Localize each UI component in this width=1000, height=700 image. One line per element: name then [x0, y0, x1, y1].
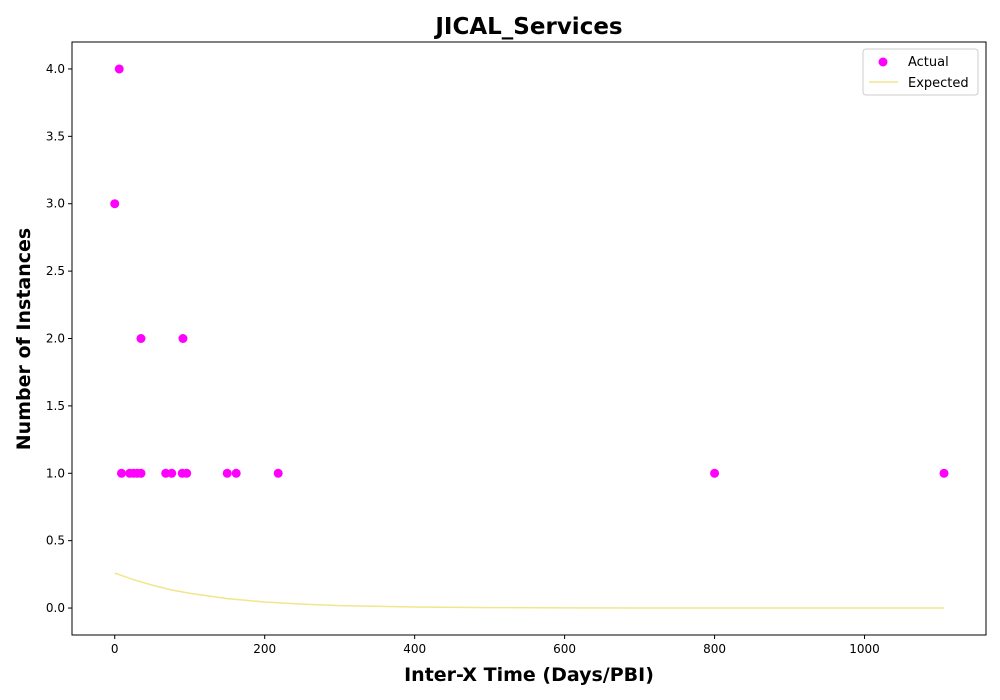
x-axis: 0 200 400 600 800 1000	[111, 635, 880, 656]
y-tick-label: 1.5	[46, 399, 65, 413]
chart-title: JICAL_Services	[433, 14, 622, 40]
actual-point	[939, 468, 949, 478]
actual-point	[710, 468, 720, 478]
x-tick-label: 200	[253, 642, 276, 656]
actual-point	[114, 64, 124, 74]
actual-point	[178, 334, 188, 343]
actual-point	[110, 199, 120, 209]
x-tick-label: 800	[703, 642, 726, 656]
y-tick-label: 3.0	[46, 197, 65, 211]
y-tick-label: 0.5	[46, 534, 65, 548]
x-tick-label: 400	[403, 642, 426, 656]
x-tick-label: 0	[111, 642, 119, 656]
legend: Actual Expected	[862, 48, 979, 96]
actual-point	[136, 468, 146, 478]
y-tick-label: 4.0	[46, 62, 65, 76]
legend-actual-marker	[878, 57, 888, 67]
y-tick-label: 3.5	[46, 129, 65, 143]
series-layer	[110, 64, 949, 609]
actual-point	[231, 468, 241, 478]
y-tick-label: 2.0	[46, 332, 65, 346]
actual-point	[116, 468, 126, 478]
x-axis-label: Inter-X Time (Days/PBI)	[404, 664, 654, 686]
x-tick-label: 1000	[849, 642, 880, 656]
legend-expected-label: Expected	[908, 76, 969, 91]
y-axis-label: Number of Instances	[13, 228, 35, 450]
y-tick-label: 0.0	[46, 601, 65, 615]
legend-box	[862, 48, 979, 96]
x-tick-label: 600	[553, 642, 576, 656]
actual-point	[182, 468, 192, 478]
plot-area-frame	[71, 41, 987, 636]
y-tick-label: 2.5	[46, 264, 65, 278]
actual-point	[167, 468, 177, 478]
actual-point	[136, 334, 146, 343]
y-axis: 0.0 0.5 1.0 1.5 2.0 2.5 3.0 3.5 4.0	[46, 62, 72, 615]
y-tick-label: 1.0	[46, 466, 65, 480]
legend-actual-label: Actual	[908, 55, 949, 70]
actual-point	[222, 468, 232, 478]
expected-line	[114, 572, 944, 609]
actual-point	[273, 468, 283, 478]
